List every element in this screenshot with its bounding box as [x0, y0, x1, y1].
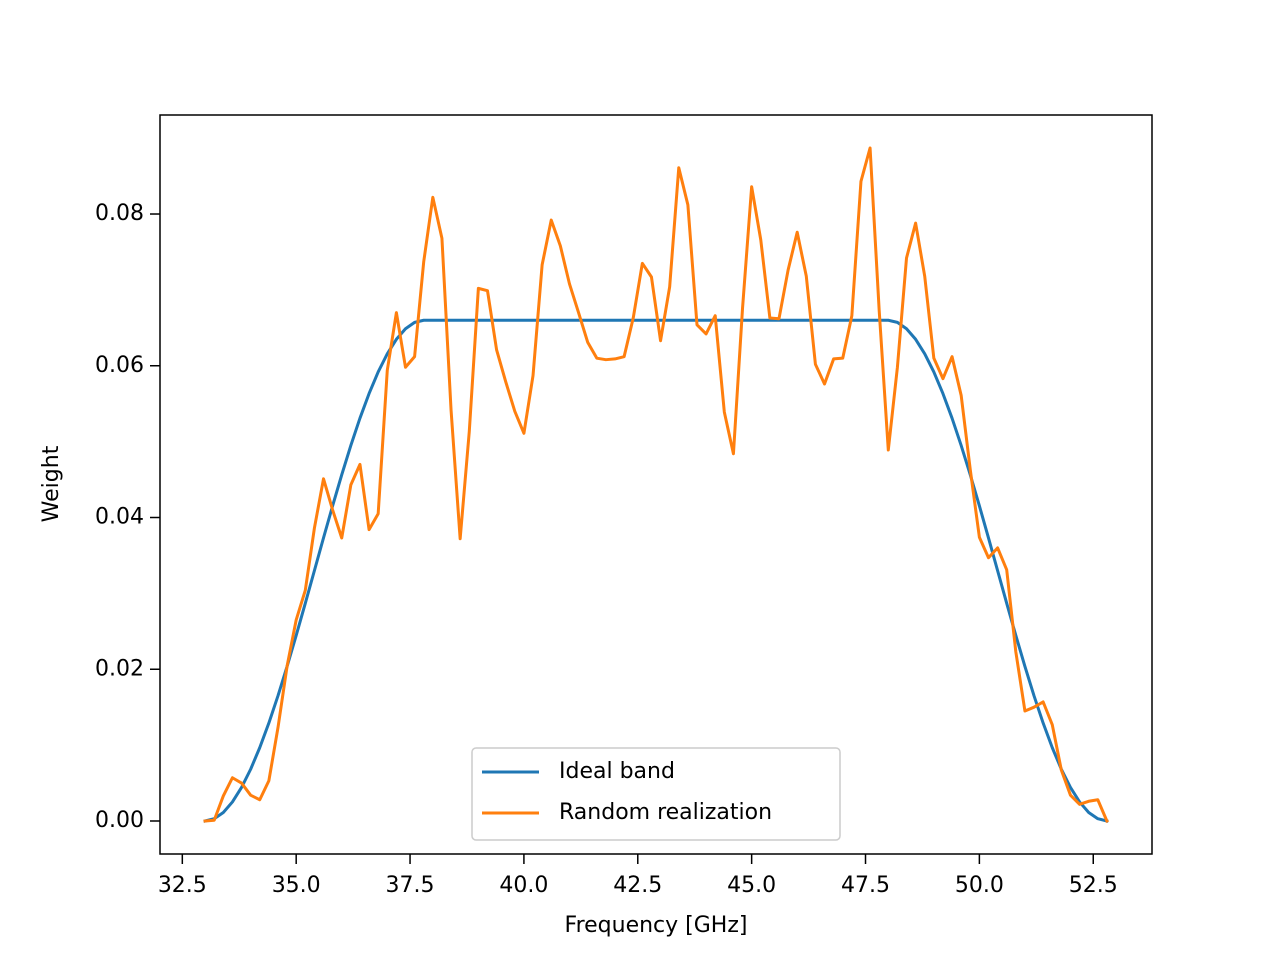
y-tick-label: 0.06: [95, 353, 144, 378]
x-tick-label: 37.5: [386, 873, 435, 898]
series-line: [203, 318, 1109, 823]
y-axis-label: Weight: [39, 445, 64, 522]
plot-frame: [159, 114, 1153, 855]
x-tick-label: 32.5: [158, 873, 207, 898]
y-tick-label: 0.04: [95, 505, 144, 530]
y-tick-label: 0.02: [95, 656, 144, 681]
legend-label: Ideal band: [559, 759, 675, 784]
y-tick-label: 0.08: [95, 201, 144, 226]
legend-box: [471, 747, 841, 841]
x-tick-label: 50.0: [955, 873, 1004, 898]
x-tick-label: 40.0: [499, 873, 548, 898]
x-tick-label: 45.0: [727, 873, 776, 898]
x-tick-label: 42.5: [613, 873, 662, 898]
legend-label: Random realization: [559, 800, 772, 825]
y-tick-label: 0.00: [95, 808, 144, 833]
series-line: [203, 146, 1109, 823]
x-axis-label: Frequency [GHz]: [565, 913, 748, 938]
x-tick-label: 52.5: [1069, 873, 1118, 898]
x-tick-label: 35.0: [272, 873, 321, 898]
x-tick-label: 47.5: [841, 873, 890, 898]
